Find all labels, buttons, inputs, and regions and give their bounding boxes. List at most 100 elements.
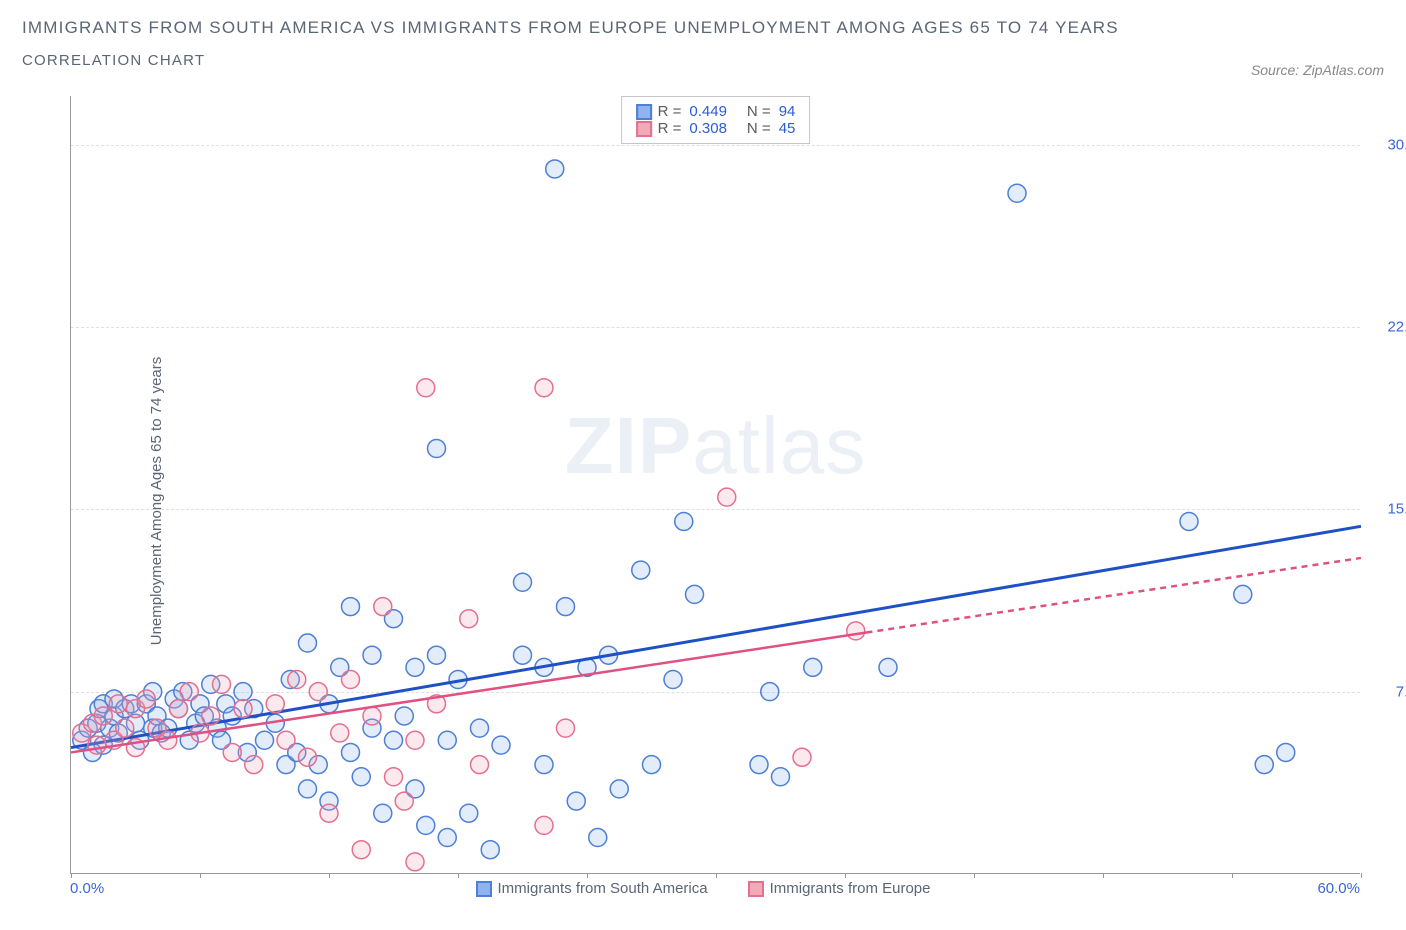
- scatter-point-south_america: [299, 780, 317, 798]
- scatter-point-south_america: [686, 585, 704, 603]
- scatter-point-europe: [116, 719, 134, 737]
- stat-r-value: 0.449: [689, 103, 727, 120]
- scatter-point-europe: [395, 792, 413, 810]
- stat-n-label: N =: [747, 120, 771, 137]
- chart-subtitle: CORRELATION CHART: [22, 52, 1384, 69]
- legend-swatch: [748, 881, 764, 897]
- scatter-point-south_america: [471, 719, 489, 737]
- stat-n-label: N =: [747, 103, 771, 120]
- scatter-point-south_america: [1180, 512, 1198, 530]
- scatter-point-south_america: [385, 731, 403, 749]
- scatter-point-south_america: [234, 683, 252, 701]
- chart-title: IMMIGRANTS FROM SOUTH AMERICA VS IMMIGRA…: [22, 18, 1384, 38]
- scatter-point-south_america: [772, 768, 790, 786]
- scatter-point-europe: [320, 804, 338, 822]
- scatter-point-south_america: [761, 683, 779, 701]
- scatter-point-south_america: [417, 816, 435, 834]
- scatter-point-europe: [213, 675, 231, 693]
- scatter-point-europe: [223, 743, 241, 761]
- x-tick: [1361, 873, 1362, 878]
- stat-r-label: R =: [658, 120, 682, 137]
- x-tick: [329, 873, 330, 878]
- scatter-point-south_america: [299, 634, 317, 652]
- scatter-point-south_america: [363, 646, 381, 664]
- legend-label: Immigrants from Europe: [770, 880, 931, 897]
- stats-legend-row-europe: R = 0.308 N = 45: [636, 120, 796, 137]
- x-tick: [458, 873, 459, 878]
- scatter-point-south_america: [406, 658, 424, 676]
- scatter-point-south_america: [342, 743, 360, 761]
- stats-legend: R =0.449N =94R =0.308N =45: [621, 96, 811, 144]
- scatter-point-europe: [202, 707, 220, 725]
- scatter-point-south_america: [804, 658, 822, 676]
- scatter-point-europe: [137, 690, 155, 708]
- scatter-point-europe: [94, 707, 112, 725]
- scatter-point-europe: [109, 695, 127, 713]
- scatter-point-europe: [471, 756, 489, 774]
- x-tick: [716, 873, 717, 878]
- scatter-point-south_america: [610, 780, 628, 798]
- scatter-point-south_america: [546, 160, 564, 178]
- scatter-svg: [71, 96, 1360, 873]
- scatter-point-south_america: [428, 646, 446, 664]
- scatter-point-south_america: [492, 736, 510, 754]
- y-tick-label: 30.0%: [1370, 136, 1406, 153]
- x-tick: [587, 873, 588, 878]
- legend-swatch-south_america: [636, 104, 652, 120]
- scatter-point-europe: [342, 671, 360, 689]
- scatter-point-south_america: [643, 756, 661, 774]
- scatter-point-south_america: [664, 671, 682, 689]
- scatter-point-south_america: [750, 756, 768, 774]
- scatter-point-south_america: [1277, 743, 1295, 761]
- scatter-point-south_america: [557, 598, 575, 616]
- y-tick-label: 7.5%: [1370, 683, 1406, 700]
- scatter-point-europe: [718, 488, 736, 506]
- scatter-point-europe: [180, 683, 198, 701]
- scatter-point-europe: [557, 719, 575, 737]
- stat-r-label: R =: [658, 103, 682, 120]
- scatter-point-south_america: [1234, 585, 1252, 603]
- scatter-point-europe: [535, 379, 553, 397]
- scatter-point-europe: [352, 841, 370, 859]
- scatter-point-south_america: [428, 440, 446, 458]
- scatter-point-europe: [385, 768, 403, 786]
- legend-label: Immigrants from South America: [498, 880, 708, 897]
- stats-legend-row-south_america: R =0.449N =94: [636, 103, 796, 120]
- scatter-point-europe: [288, 671, 306, 689]
- scatter-point-europe: [299, 748, 317, 766]
- series-legend: Immigrants from South America Immigrants …: [22, 880, 1384, 897]
- scatter-point-europe: [234, 700, 252, 718]
- correlation-chart: Unemployment Among Ages 65 to 74 years Z…: [22, 96, 1384, 906]
- scatter-point-south_america: [374, 804, 392, 822]
- scatter-point-europe: [793, 748, 811, 766]
- stat-n-value: 45: [779, 120, 796, 137]
- scatter-point-europe: [417, 379, 435, 397]
- stat-r-value: 0.308: [689, 120, 727, 137]
- scatter-point-europe: [406, 853, 424, 871]
- scatter-point-europe: [309, 683, 327, 701]
- scatter-point-europe: [88, 736, 106, 754]
- source-attribution: Source: ZipAtlas.com: [1251, 62, 1384, 78]
- scatter-point-south_america: [342, 598, 360, 616]
- scatter-point-south_america: [395, 707, 413, 725]
- series-legend-item: Immigrants from South America: [476, 880, 708, 897]
- plot-area: ZIPatlas R =0.449N =94R =0.308N =45 7.5%…: [70, 96, 1360, 874]
- scatter-point-south_america: [514, 573, 532, 591]
- scatter-point-europe: [460, 610, 478, 628]
- scatter-point-south_america: [438, 829, 456, 847]
- scatter-point-europe: [535, 816, 553, 834]
- legend-swatch: [476, 881, 492, 897]
- scatter-point-south_america: [1008, 184, 1026, 202]
- scatter-point-south_america: [632, 561, 650, 579]
- scatter-point-europe: [406, 731, 424, 749]
- trendline-south_america: [71, 526, 1361, 747]
- scatter-point-south_america: [879, 658, 897, 676]
- scatter-point-europe: [363, 707, 381, 725]
- x-tick: [1103, 873, 1104, 878]
- scatter-point-europe: [277, 731, 295, 749]
- x-tick: [71, 873, 72, 878]
- scatter-point-south_america: [460, 804, 478, 822]
- x-tick: [974, 873, 975, 878]
- scatter-point-south_america: [438, 731, 456, 749]
- scatter-point-south_america: [481, 841, 499, 859]
